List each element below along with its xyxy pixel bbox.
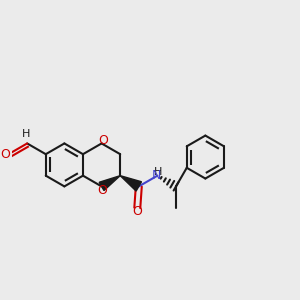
Text: O: O bbox=[98, 134, 108, 147]
Text: H: H bbox=[22, 129, 30, 139]
Text: O: O bbox=[0, 148, 10, 161]
Polygon shape bbox=[99, 176, 120, 190]
Text: N: N bbox=[152, 169, 161, 182]
Text: O: O bbox=[132, 205, 142, 218]
Text: O: O bbox=[97, 184, 107, 197]
Text: H: H bbox=[154, 167, 162, 177]
Polygon shape bbox=[120, 176, 142, 191]
